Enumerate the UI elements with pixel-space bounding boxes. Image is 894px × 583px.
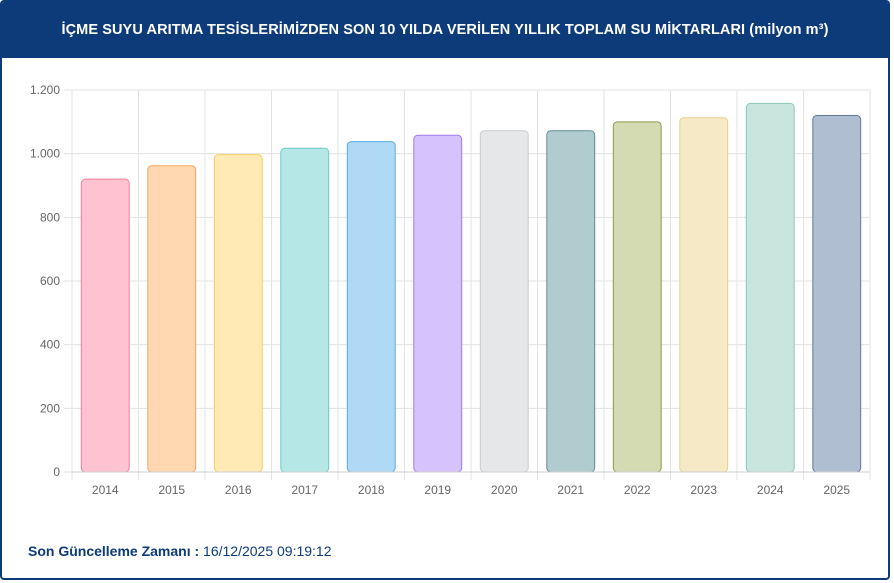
bar-2017 <box>280 147 330 473</box>
x-tick-label: 2023 <box>690 483 717 497</box>
y-tick-label: 0 <box>53 465 60 479</box>
last-update: Son Güncelleme Zamanı : 16/12/2025 09:19… <box>28 543 332 559</box>
x-tick-label: 2016 <box>225 483 252 497</box>
bar-chart: 0 200 400 600 800 1.000 1.200 2014 2015 2016 2017 2… <box>30 83 871 497</box>
chart-title: İÇME SUYU ARITMA TESİSLERİMİZDEN SON 10 … <box>2 2 888 58</box>
y-tick-label: 400 <box>40 338 60 352</box>
last-update-label: Son Güncelleme Zamanı : <box>28 543 200 559</box>
x-tick-label: 2014 <box>92 483 119 497</box>
x-tick-label: 2020 <box>491 483 518 497</box>
x-tick-label: 2024 <box>757 483 784 497</box>
bar-2014 <box>80 178 130 473</box>
bar-2025 <box>812 114 862 473</box>
x-tick-label: 2018 <box>358 483 385 497</box>
bar-2024 <box>745 102 795 473</box>
y-tick-label: 800 <box>40 210 60 224</box>
last-update-value: 16/12/2025 09:19:12 <box>203 543 332 559</box>
bar-2019 <box>413 134 463 473</box>
x-tick-label: 2022 <box>624 483 651 497</box>
x-tick-label: 2019 <box>424 483 451 497</box>
bar-2016 <box>213 154 263 473</box>
bar-2015 <box>147 165 197 473</box>
y-tick-label: 1.200 <box>30 83 60 97</box>
y-tick-label: 200 <box>40 401 60 415</box>
chart-area: 0 200 400 600 800 1.000 1.200 2014 2015 2016 2017 2… <box>2 58 888 508</box>
bar-2021 <box>546 130 596 473</box>
bar-2020 <box>479 130 529 473</box>
bar-2023 <box>679 117 729 473</box>
x-tick-label: 2015 <box>158 483 185 497</box>
x-tick-label: 2017 <box>291 483 318 497</box>
bar-2018 <box>346 141 396 473</box>
x-tick-label: 2025 <box>823 483 850 497</box>
y-tick-label: 1.000 <box>30 147 60 161</box>
x-tick-label: 2021 <box>557 483 584 497</box>
y-tick-label: 600 <box>40 274 60 288</box>
bar-2022 <box>612 121 662 473</box>
